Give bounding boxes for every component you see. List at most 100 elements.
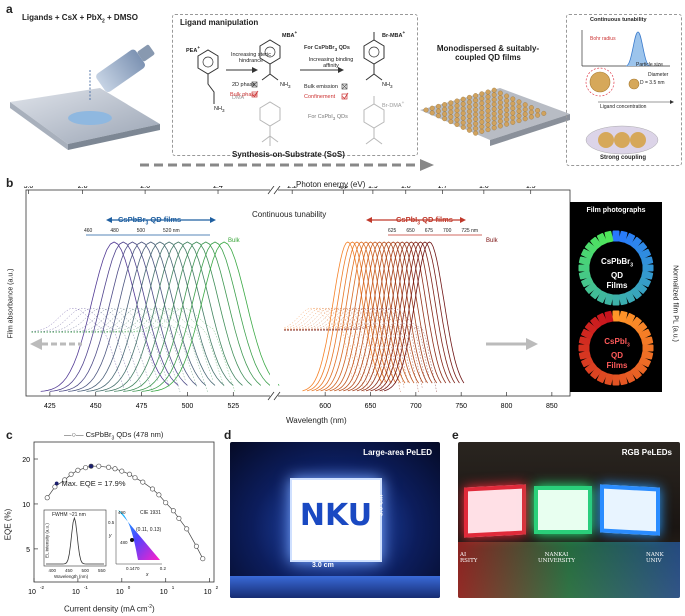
- qd-dot: [454, 98, 460, 104]
- x-tick-label: 10: [160, 589, 168, 596]
- qd-dot: [479, 105, 485, 111]
- qd-dot: [479, 128, 485, 134]
- cspbbr3-abs-curve: [31, 307, 159, 382]
- film-sample: [596, 313, 608, 326]
- qd-dot: [516, 104, 522, 109]
- film-sample: [584, 282, 598, 294]
- x-tick-exp: -1: [84, 585, 88, 590]
- for-cspbbr3-tail: QDs: [337, 45, 350, 51]
- plot-frame: [25, 189, 571, 397]
- substrate-illustration: [10, 44, 160, 150]
- film-sample: [604, 373, 614, 386]
- gs-2: 500: [136, 228, 146, 234]
- nku-logo: NKU: [299, 498, 373, 533]
- qd-dot: [491, 111, 497, 117]
- eqe-ticks: 20 10 5 10 -2 10 -1 10 0 10 1 10 2: [22, 457, 218, 596]
- qd-dot: [528, 109, 534, 115]
- reaction-tail: + DMSO: [104, 13, 138, 22]
- dma-molecule: [259, 101, 281, 146]
- bottom-tick-label: 600: [319, 403, 331, 410]
- qd-dot: [473, 121, 479, 127]
- eqe-point: [140, 479, 146, 485]
- qd-dot: [454, 122, 460, 127]
- film-sample: [641, 350, 654, 360]
- qd-dot: [504, 102, 510, 108]
- cspbbr3-pl-curve: [58, 241, 188, 392]
- phase-2d: 2D phase: [232, 82, 256, 88]
- film-photos-title: Film photographs: [574, 207, 658, 214]
- qd-dot: [491, 115, 497, 121]
- precursor-droplet: [68, 111, 112, 125]
- qd-dot: [522, 106, 528, 112]
- size-tunability-diagram: [581, 30, 674, 155]
- max-eqe-text: Max. EQE = 17.9%: [61, 479, 126, 488]
- qd-dot: [497, 90, 503, 96]
- qd-dot: [485, 113, 491, 118]
- cspbi3-pl-curve: [343, 241, 424, 392]
- red-title-text: CsPbI: [396, 215, 418, 224]
- cie-point: [130, 538, 134, 542]
- qd-dot: [442, 106, 448, 112]
- max-eqe: ● Max. EQE = 17.9%: [54, 478, 126, 488]
- bottom-tick-label: 500: [182, 403, 194, 410]
- cie-wl-1: 480: [120, 540, 128, 545]
- qd-dot: [466, 109, 472, 114]
- ligand-structures: [197, 32, 385, 146]
- cspbbr3-pl-curve: [123, 241, 252, 392]
- qd-dot: [466, 113, 472, 119]
- qd-dot: [423, 107, 429, 113]
- cspbbr3-pl-curve: [40, 241, 170, 392]
- film-sample: [624, 233, 636, 246]
- film-sample: [604, 293, 614, 306]
- eqe-xlabel: Current density (mA cm-2): [64, 604, 155, 614]
- el-t2: 500: [81, 568, 89, 573]
- film-sample: [612, 230, 620, 242]
- film-sample: [630, 316, 642, 330]
- film-sample: [581, 248, 594, 260]
- wavelength-title: Wavelength (nm): [286, 416, 347, 425]
- cspbi3-pl-curve: [329, 241, 410, 392]
- cspbi3-pl-curve: [306, 241, 388, 392]
- qd-dot: [473, 130, 479, 136]
- top-tick-label: 1.8: [401, 186, 411, 190]
- bottom-tick-label: 700: [410, 403, 422, 410]
- eqe-point: [127, 471, 133, 477]
- film-sample: [634, 242, 648, 254]
- dma-label: DMA+: [232, 92, 247, 101]
- qd-dot: [522, 102, 528, 108]
- qd-dot: [516, 99, 522, 105]
- qd-dot: [460, 115, 466, 121]
- qd-dot: [522, 116, 528, 122]
- uni-left: AI RSITY: [460, 552, 478, 564]
- spectra: [31, 241, 465, 393]
- cspbi3-abs-curve: [284, 307, 408, 384]
- mba-nh3-text: NH: [280, 82, 288, 88]
- qd-dot: [497, 100, 503, 105]
- el-inset: [43, 509, 107, 567]
- cie-wl-2: 470: [132, 566, 140, 571]
- eqe-point: [106, 464, 112, 470]
- eqe-point: [112, 466, 118, 472]
- film-sample: [596, 370, 608, 383]
- rs-4: 725 nm: [461, 228, 479, 234]
- film-sample: [634, 362, 648, 374]
- qd-dot: [541, 110, 547, 116]
- max-eqe-point: [88, 463, 94, 469]
- for-cspbi3-text: For CsPbI: [308, 114, 333, 120]
- left-ylabel: Film absorbance (a.u.): [7, 268, 15, 339]
- qd-dot: [460, 124, 466, 130]
- film-sample: [618, 293, 628, 306]
- gs-0: 460: [84, 228, 93, 234]
- qd-dot: [454, 117, 460, 123]
- qd-dot: [504, 93, 510, 99]
- cie-y-tick: 0.5: [108, 520, 115, 525]
- cspbi3-pl-curve: [383, 241, 465, 392]
- qd-dot: [491, 97, 497, 103]
- cspbbr3-abs-curve: [31, 307, 153, 393]
- qd-dot: [479, 91, 485, 97]
- cspbbr3-pl-curve: [68, 241, 197, 392]
- qd-dot: [448, 119, 454, 125]
- sos-label: Synthesis-on-Substrate (SoS): [232, 150, 345, 159]
- el-xticks: 400 450 500 550: [44, 568, 110, 573]
- qd-dot: [442, 116, 448, 122]
